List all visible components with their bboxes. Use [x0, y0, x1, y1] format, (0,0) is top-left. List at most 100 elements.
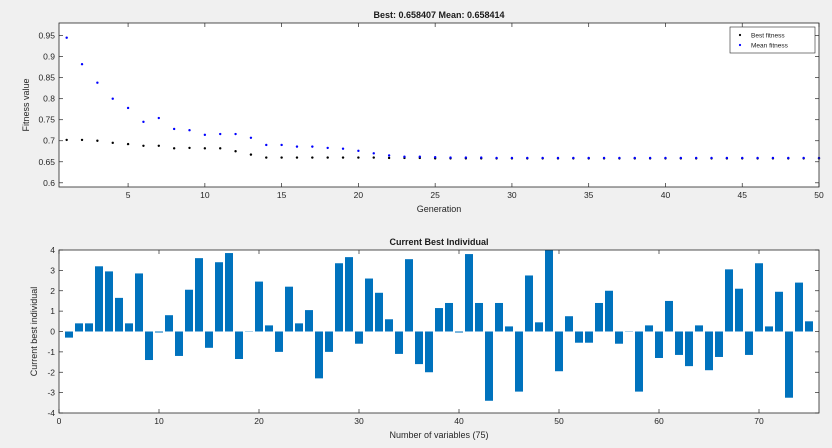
best-fitness-point [219, 147, 221, 149]
mean-fitness-point [480, 156, 482, 158]
variable-bar [605, 291, 613, 332]
variable-bar [335, 263, 343, 331]
best-fitness-point [65, 139, 67, 141]
mean-fitness-point [541, 157, 543, 159]
variable-bar [365, 279, 373, 332]
legend-label-mean-fitness: Mean fitness [751, 43, 789, 50]
variable-bar [275, 332, 283, 352]
individual-y-tick-label: -4 [47, 408, 55, 418]
legend-marker-mean-fitness [739, 44, 741, 46]
fitness-y-tick-label: 0.75 [38, 115, 55, 125]
variable-bar [675, 332, 683, 355]
mean-fitness-point [741, 157, 743, 159]
mean-fitness-point [326, 147, 328, 149]
best-fitness-point [96, 140, 98, 142]
variable-bar [125, 323, 133, 331]
mean-fitness-point [96, 82, 98, 84]
individual-x-tick-label: 0 [57, 416, 62, 426]
fitness-chart-title: Best: 0.658407 Mean: 0.658414 [373, 10, 504, 20]
variable-bar [175, 332, 183, 356]
mean-fitness-point [465, 156, 467, 158]
variable-bar [545, 250, 553, 332]
mean-fitness-point [388, 154, 390, 156]
variable-bar [435, 308, 443, 331]
variable-bar [65, 332, 73, 338]
mean-fitness-point [373, 152, 375, 154]
variable-bar [395, 332, 403, 354]
mean-fitness-point [234, 133, 236, 135]
variable-bar [195, 258, 203, 331]
variable-bar [795, 283, 803, 332]
fitness-x-axis-label: Generation [417, 204, 462, 214]
variable-bar [385, 319, 393, 331]
variable-bar [305, 310, 313, 331]
variable-bar [505, 326, 513, 331]
mean-fitness-point [403, 156, 405, 158]
variable-bar [555, 332, 563, 372]
variable-bar [115, 298, 123, 332]
mean-fitness-point [587, 157, 589, 159]
legend-marker-best-fitness [739, 34, 741, 36]
best-fitness-point [357, 156, 359, 158]
variable-bar [735, 289, 743, 332]
individual-y-tick-label: 4 [50, 245, 55, 255]
best-fitness-point [173, 147, 175, 149]
variable-bar [465, 254, 473, 331]
mean-fitness-point [296, 145, 298, 147]
individual-y-axis-label: Current best individual [29, 287, 39, 377]
mean-fitness-point [772, 157, 774, 159]
variable-bar [655, 332, 663, 358]
fitness-x-tick-label: 40 [661, 190, 671, 200]
variable-bar [685, 332, 693, 367]
fitness-y-tick-label: 0.85 [38, 73, 55, 83]
fitness-y-tick-label: 0.7 [43, 136, 55, 146]
best-fitness-point [296, 156, 298, 158]
variable-bar [445, 303, 453, 332]
mean-fitness-point [603, 157, 605, 159]
variable-bar [205, 332, 213, 348]
variable-bar [145, 332, 153, 361]
variable-bar [475, 303, 483, 332]
variable-bar [575, 332, 583, 343]
best-fitness-point [342, 156, 344, 158]
variable-bar [775, 292, 783, 332]
best-fitness-point [373, 156, 375, 158]
variable-bar [185, 290, 193, 332]
variable-bar [415, 332, 423, 365]
variable-bar [755, 263, 763, 331]
mean-fitness-point [756, 157, 758, 159]
variable-bar [715, 332, 723, 357]
mean-fitness-point [342, 148, 344, 150]
mean-fitness-point [664, 157, 666, 159]
mean-fitness-point [81, 63, 83, 65]
individual-x-tick-label: 30 [354, 416, 364, 426]
variable-bar [495, 303, 503, 332]
mean-fitness-point [250, 137, 252, 139]
variable-bar [315, 332, 323, 379]
individual-y-tick-label: 2 [50, 286, 55, 296]
mean-fitness-point [710, 157, 712, 159]
individual-y-tick-label: -3 [47, 388, 55, 398]
individual-axes: Current Best Individual Number of variab… [29, 237, 819, 440]
individual-x-tick-label: 40 [454, 416, 464, 426]
variable-bar [295, 323, 303, 331]
variable-bar [225, 253, 233, 331]
mean-fitness-point [449, 156, 451, 158]
individual-x-tick-label: 10 [154, 416, 164, 426]
fitness-x-tick-label: 5 [126, 190, 131, 200]
variable-bar [405, 259, 413, 331]
best-fitness-point [250, 153, 252, 155]
variable-bar [105, 271, 113, 331]
fitness-x-tick-label: 15 [277, 190, 287, 200]
mean-fitness-point [204, 134, 206, 136]
fitness-y-axis-label: Fitness value [21, 78, 31, 131]
fitness-x-tick-label: 20 [354, 190, 364, 200]
best-fitness-point [127, 143, 129, 145]
variable-bar [265, 325, 273, 331]
fitness-x-tick-label: 50 [814, 190, 824, 200]
mean-fitness-point [219, 133, 221, 135]
variable-bar [375, 293, 383, 332]
mean-fitness-point [618, 157, 620, 159]
variable-bar [745, 332, 753, 355]
